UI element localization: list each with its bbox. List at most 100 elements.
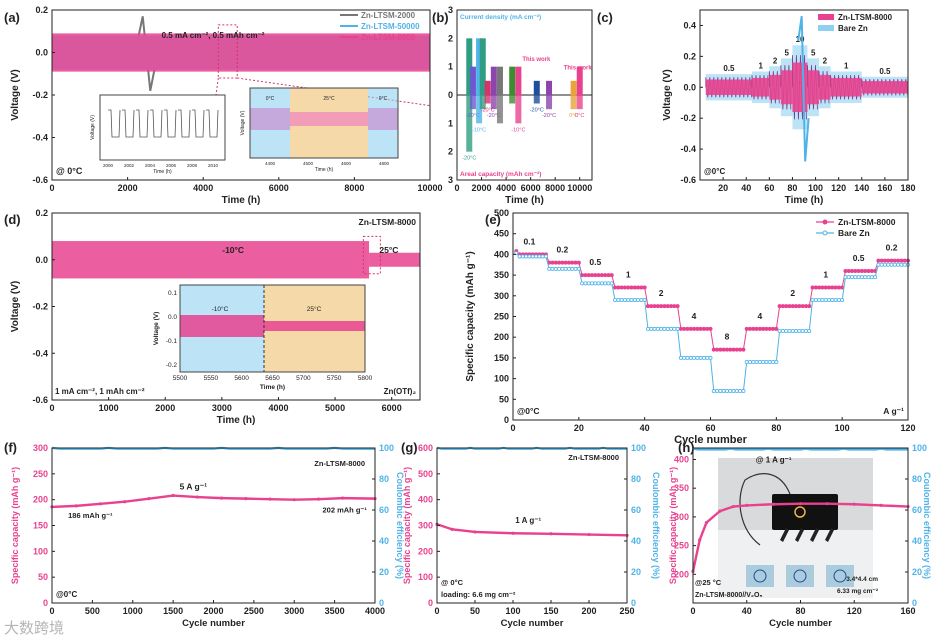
annotation: Zn-LTSM-8000//V₂O₅ (695, 592, 763, 599)
y-tick-label: 100 (379, 443, 394, 453)
legend-label: Zn-LTSM-8000 (838, 217, 896, 227)
y-tick-label: -0.4 (32, 348, 48, 358)
trace-bare-zn-oscillation (861, 79, 909, 96)
data-point (886, 258, 891, 263)
bar-current-density (479, 38, 486, 95)
data-point (682, 355, 687, 360)
data-point (596, 273, 601, 278)
data-point (830, 297, 835, 302)
x-tick-label: 200 (581, 606, 596, 616)
data-point (886, 262, 891, 267)
annotation: loading: 6.6 mg cm⁻² (441, 590, 516, 599)
data-point (873, 275, 878, 280)
data-point (652, 326, 657, 331)
data-point (800, 328, 805, 333)
bar-current-density (546, 80, 553, 95)
data-point (734, 347, 739, 352)
inset-tick-label: 5550 (204, 375, 219, 382)
annotation: 186 mAh g⁻¹ (68, 511, 113, 520)
data-point (902, 262, 907, 267)
pouch-cell (746, 565, 774, 587)
x-tick-label: 0 (49, 606, 54, 616)
alligator-clip (795, 528, 804, 542)
inset-tick-label: 5750 (327, 375, 342, 382)
data-point (566, 260, 571, 265)
data-point (626, 285, 631, 290)
x-tick-label: 20 (574, 423, 584, 433)
data-point (540, 254, 545, 259)
data-point (662, 326, 667, 331)
this-work-label: This work (564, 66, 593, 72)
annotation: @25 °C (695, 578, 722, 587)
x-axis-label: Time (h) (222, 195, 261, 206)
watermark-text: 大数跨境 (4, 619, 65, 637)
bar-current-density (509, 66, 516, 95)
y-tick-label: 500 (418, 469, 433, 479)
data-point (790, 328, 795, 333)
bar-areal-capacity (509, 95, 516, 104)
annotation: 5 A g⁻¹ (180, 481, 208, 491)
x-tick-label: 1500 (163, 606, 183, 616)
data-point (566, 266, 571, 271)
data-point (244, 497, 248, 501)
data-point (685, 326, 690, 331)
data-point (876, 262, 881, 267)
inset-tick-label: 5700 (296, 375, 311, 382)
bar-current-density (515, 66, 522, 95)
data-point (655, 326, 660, 331)
x-tick-label: 8000 (344, 183, 364, 193)
data-point (622, 285, 627, 290)
data-point (606, 273, 611, 278)
trace-bare-zn-oscillation (780, 65, 792, 110)
y-tick-label: 1 (448, 118, 453, 128)
data-point (511, 531, 515, 535)
trace-bare-zn-oscillation (768, 71, 780, 104)
series-capacity (691, 502, 909, 572)
data-point (524, 254, 529, 259)
x-tick-label: 120 (847, 606, 862, 616)
data-point (830, 285, 835, 290)
y-tick-label: 500 (494, 208, 509, 218)
x-tick-label: 6000 (382, 403, 402, 413)
data-point (751, 326, 756, 331)
data-point (724, 347, 729, 352)
inset-trace (250, 108, 290, 130)
bar-areal-capacity (546, 95, 553, 110)
zoom-box (362, 235, 381, 275)
data-point (665, 304, 670, 309)
y-tick-label: 60 (631, 505, 641, 515)
y-tick-label: 40 (631, 536, 641, 546)
x-tick-label: 150 (543, 606, 558, 616)
y-tick-label: -0.2 (32, 302, 48, 312)
x-tick-label: 4000 (268, 403, 288, 413)
trace-zn-ltsm-8000 (819, 74, 831, 100)
legend-label: Zn-LTSM-8000 (838, 13, 893, 22)
panel-label-d: (d) (4, 212, 21, 227)
data-point (882, 258, 887, 263)
data-point (803, 328, 808, 333)
legend-swatch (818, 14, 834, 20)
inset-x-label: Time (h) (315, 167, 334, 173)
annotation: 1 A g⁻¹ (515, 516, 541, 525)
data-point (341, 496, 345, 500)
x-tick-label: 4000 (496, 183, 516, 193)
bar-current-density (490, 66, 497, 95)
data-point (629, 297, 634, 302)
series-label: Zn-LTSM-8000 (314, 459, 365, 468)
data-point (869, 275, 874, 280)
rate-label: 2 (823, 56, 828, 65)
y-tick-label: 200 (494, 332, 509, 342)
inset-temp-label: 25°C (323, 96, 335, 102)
y-tick-label: 250 (494, 312, 509, 322)
rate-label: 1 (823, 270, 828, 280)
y-tick-label: 0 (504, 415, 509, 425)
data-point (580, 281, 585, 286)
y-tick-label: 350 (494, 270, 509, 280)
data-point (771, 326, 776, 331)
x-tick-label: 120 (831, 183, 846, 193)
inset-tick-label: 2000 (103, 163, 114, 168)
data-point (777, 328, 782, 333)
annotation: @0°C (517, 406, 540, 416)
this-work-label: This work (522, 57, 551, 63)
